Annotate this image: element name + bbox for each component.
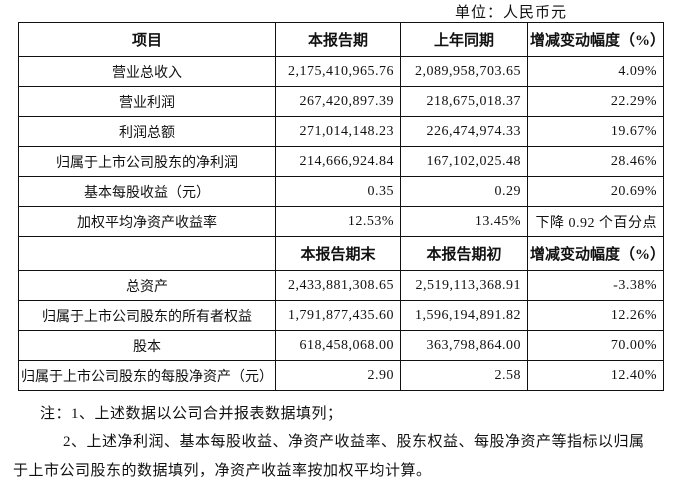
row-label: 归属于上市公司股东的净利润 [18, 146, 276, 177]
change-value: 12.26% [527, 300, 664, 331]
row-label: 营业总收入 [18, 56, 276, 87]
table-row-owners-equity: 归属于上市公司股东的所有者权益 1,791,877,435.60 1,596,1… [18, 300, 664, 331]
current-value: 2.90 [275, 360, 401, 391]
row-label: 利润总额 [18, 116, 276, 147]
row-label: 加权平均净资产收益率 [18, 206, 276, 237]
row-label: 营业利润 [18, 86, 276, 117]
row-label: 归属于上市公司股东的所有者权益 [18, 300, 276, 331]
current-value: 267,420,897.39 [275, 86, 401, 117]
prior-value: 2,519,113,368.91 [400, 270, 528, 301]
table-row-total-assets: 总资产 2,433,881,308.65 2,519,113,368.91 -3… [18, 270, 664, 301]
section2-header-row: 本报告期末 本报告期初 增减变动幅度（%） [18, 236, 664, 271]
current-value: 2,175,410,965.76 [275, 56, 401, 87]
header-current-period: 本报告期 [275, 22, 401, 57]
current-value: 12.53% [275, 206, 401, 237]
current-value: 1,791,877,435.60 [275, 300, 401, 331]
note-line-1: 注：1、上述数据以公司合并报表数据填列； [40, 406, 343, 422]
prior-value: 363,798,864.00 [400, 330, 528, 361]
prior-value: 218,675,018.37 [400, 86, 528, 117]
prior-value: 0.29 [400, 176, 528, 207]
prior-value: 226,474,974.33 [400, 116, 528, 147]
current-value: 2,433,881,308.65 [275, 270, 401, 301]
row-label: 总资产 [18, 270, 276, 301]
row-label: 股本 [18, 330, 276, 361]
unit-label: 单位：人民币元 [455, 5, 568, 21]
note-line-3: 于上市公司股东的数据填列，净资产收益率按加权平均计算。 [13, 463, 432, 478]
table-row-operating-profit: 营业利润 267,420,897.39 218,675,018.37 22.29… [18, 86, 664, 117]
change-value: 22.29% [527, 86, 664, 117]
prior-value: 167,102,025.48 [400, 146, 528, 177]
change-value: 4.09% [527, 56, 664, 87]
prior-value: 2.58 [400, 360, 528, 391]
current-value: 214,666,924.84 [275, 146, 401, 177]
header-item-column: 项目 [18, 22, 276, 57]
row-label: 基本每股收益（元） [18, 176, 276, 207]
change-value: -3.38% [527, 270, 664, 301]
table-row-net-profit-attributable: 归属于上市公司股东的净利润 214,666,924.84 167,102,025… [18, 146, 664, 177]
change-value: 70.00% [527, 330, 664, 361]
prior-value: 2,089,958,703.65 [400, 56, 528, 87]
header-change-percent: 增减变动幅度（%） [527, 22, 664, 57]
header-blank [18, 236, 276, 271]
change-value: 19.67% [527, 116, 664, 147]
current-value: 0.35 [275, 176, 401, 207]
table-row-total-profit: 利润总额 271,014,148.23 226,474,974.33 19.67… [18, 116, 664, 147]
header-prior-period: 上年同期 [400, 22, 528, 57]
prior-value: 1,596,194,891.82 [400, 300, 528, 331]
table-row-weighted-roe: 加权平均净资产收益率 12.53% 13.45% 下降 0.92 个百分点 [18, 206, 664, 237]
header-period-begin: 本报告期初 [400, 236, 528, 271]
change-value: 20.69% [527, 176, 664, 207]
table-row-basic-eps: 基本每股收益（元） 0.35 0.29 20.69% [18, 176, 664, 207]
prior-value: 13.45% [400, 206, 528, 237]
header-period-end: 本报告期末 [275, 236, 401, 271]
current-value: 618,458,068.00 [275, 330, 401, 361]
current-value: 271,014,148.23 [275, 116, 401, 147]
table-row-share-capital: 股本 618,458,068.00 363,798,864.00 70.00% [18, 330, 664, 361]
change-value: 下降 0.92 个百分点 [527, 206, 664, 237]
note-line-2: 2、上述净利润、基本每股收益、净资产收益率、股东权益、每股净资产等指标以归属 [63, 434, 645, 450]
row-label: 归属于上市公司股东的每股净资产（元） [18, 360, 276, 391]
change-value: 12.40% [527, 360, 664, 391]
table-row-net-assets-per-share: 归属于上市公司股东的每股净资产（元） 2.90 2.58 12.40% [18, 360, 664, 391]
financial-summary-table: 项目 本报告期 上年同期 增减变动幅度（%） 营业总收入 2,175,410,9… [18, 22, 664, 391]
header-change-percent: 增减变动幅度（%） [527, 236, 664, 271]
table-row-total-revenue: 营业总收入 2,175,410,965.76 2,089,958,703.65 … [18, 56, 664, 87]
change-value: 28.46% [527, 146, 664, 177]
section1-header-row: 项目 本报告期 上年同期 增减变动幅度（%） [18, 22, 664, 57]
